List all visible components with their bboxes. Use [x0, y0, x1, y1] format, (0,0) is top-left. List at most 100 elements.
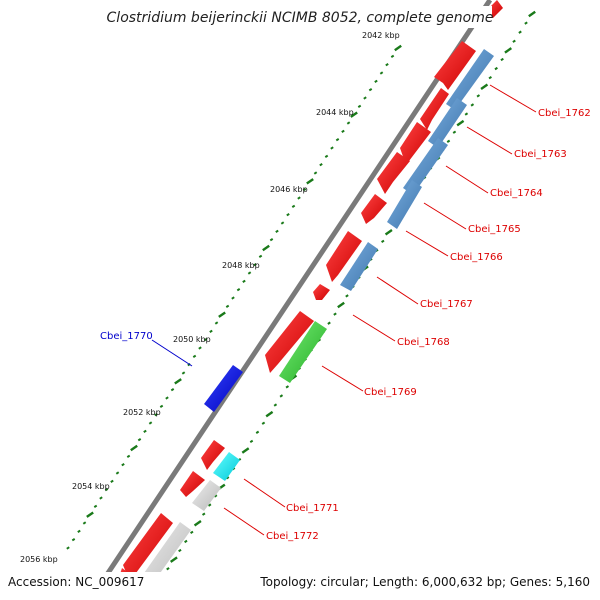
- major-tick: [504, 47, 513, 54]
- minor-tick: [297, 196, 301, 200]
- gene-label-cbei-1769[interactable]: Cbei_1769: [364, 387, 417, 398]
- minor-tick: [379, 71, 384, 75]
- minor-tick: [335, 138, 340, 142]
- minor-tick: [115, 471, 120, 475]
- minor-tick: [452, 130, 457, 134]
- minor-tick: [258, 254, 263, 258]
- gene-label-cbei-1771[interactable]: Cbei_1771: [286, 503, 339, 514]
- minor-tick: [341, 129, 345, 133]
- minor-tick: [269, 238, 274, 242]
- gene-arrow-red[interactable]: [377, 152, 410, 194]
- gene-arrow-red[interactable]: [326, 231, 362, 282]
- minor-tick: [385, 63, 389, 67]
- gene-arrow-red[interactable]: [420, 88, 449, 130]
- major-tick: [394, 44, 402, 52]
- minor-tick: [231, 296, 235, 300]
- minor-tick: [470, 103, 475, 107]
- gene-arrow-red[interactable]: [400, 122, 431, 165]
- minor-tick: [346, 121, 351, 125]
- minor-tick: [214, 321, 219, 325]
- gene-block-cyan[interactable]: [213, 452, 240, 481]
- minor-tick: [148, 421, 153, 425]
- major-tick: [384, 229, 393, 236]
- gene-block-gray[interactable]: [192, 480, 221, 511]
- gene-labels: Cbei_1762 Cbei_1763 Cbei_1764 Cbei_1765 …: [100, 108, 591, 542]
- gene-block-steelblue[interactable]: [428, 98, 467, 148]
- gene-block-blue[interactable]: [204, 365, 243, 412]
- minor-tick: [390, 54, 395, 58]
- minor-tick: [82, 521, 87, 525]
- minor-tick: [327, 321, 331, 325]
- tick-label-2042: 2042 kbp: [362, 31, 400, 40]
- gene-arrow-red[interactable]: [361, 194, 387, 224]
- minor-tick: [286, 213, 290, 217]
- major-tick: [265, 410, 274, 418]
- gene-arrow-red[interactable]: [123, 513, 173, 582]
- gene-label-cbei-1763[interactable]: Cbei_1763: [514, 149, 567, 160]
- minor-tick: [201, 512, 206, 516]
- minor-tick: [512, 39, 516, 43]
- forward-genes: [118, 0, 503, 586]
- genome-backbone: [87, 0, 493, 600]
- major-tick: [262, 244, 270, 252]
- tick-label-2048: 2048 kbp: [222, 261, 260, 270]
- tick-label-2054: 2054 kbp: [72, 482, 110, 491]
- minor-tick: [291, 204, 296, 208]
- minor-tick: [104, 488, 109, 492]
- gene-label-cbei-1767[interactable]: Cbei_1767: [420, 299, 473, 310]
- gene-arrow-red[interactable]: [434, 41, 476, 90]
- gene-block-steelblue[interactable]: [340, 242, 378, 291]
- minor-tick: [249, 439, 254, 444]
- major-tick: [218, 311, 226, 318]
- minor-tick: [159, 404, 164, 408]
- minor-tick: [121, 463, 125, 467]
- major-tick: [174, 378, 182, 385]
- major-tick: [337, 301, 345, 309]
- gene-block-steelblue[interactable]: [387, 180, 422, 229]
- gene-block-steelblue[interactable]: [446, 49, 494, 110]
- gene-label-cbei-1765[interactable]: Cbei_1765: [468, 224, 521, 235]
- minor-tick: [330, 146, 334, 150]
- tick-label-2046: 2046 kbp: [270, 185, 308, 194]
- minor-tick: [99, 496, 103, 500]
- minor-tick: [110, 479, 114, 483]
- gene-label-cbei-1768[interactable]: Cbei_1768: [397, 337, 450, 348]
- scale-labels: 2042 kbp 2044 kbp 2046 kbp 2048 kbp 2050…: [20, 31, 400, 564]
- minor-tick: [255, 430, 260, 434]
- minor-tick: [242, 279, 246, 283]
- gene-arrow-red[interactable]: [265, 311, 314, 373]
- minor-tick: [77, 529, 81, 533]
- minor-tick: [207, 503, 212, 507]
- major-tick: [528, 10, 536, 18]
- gene-arrow-red[interactable]: [201, 440, 225, 470]
- major-tick: [241, 447, 250, 454]
- gene-label-cbei-1770[interactable]: Cbei_1770: [100, 331, 153, 342]
- minor-tick: [488, 76, 492, 80]
- gene-label-cbei-1764[interactable]: Cbei_1764: [490, 188, 543, 199]
- major-tick: [86, 511, 94, 518]
- minor-tick: [279, 394, 284, 398]
- steelblue-genes: [340, 49, 494, 291]
- gene-block-steelblue[interactable]: [403, 138, 448, 195]
- gene-arrow-red[interactable]: [180, 471, 205, 497]
- minor-tick: [524, 21, 528, 25]
- gene-label-cbei-1772[interactable]: Cbei_1772: [266, 531, 319, 542]
- minor-tick: [184, 539, 188, 544]
- tick-label-2052: 2052 kbp: [123, 408, 161, 417]
- major-tick: [169, 556, 178, 563]
- genome-summary-text: Topology: circular; Length: 6,000,632 bp…: [259, 575, 590, 589]
- major-tick: [350, 111, 358, 118]
- page-title: Clostridium beijerinckii NCIMB 8052, com…: [107, 10, 494, 26]
- gene-block-green[interactable]: [279, 321, 327, 383]
- major-tick: [193, 520, 202, 527]
- minor-tick: [313, 171, 318, 175]
- gene-label-cbei-1766[interactable]: Cbei_1766: [450, 252, 503, 263]
- minor-tick: [273, 403, 278, 407]
- minor-tick: [333, 312, 337, 316]
- minor-tick: [319, 163, 323, 167]
- minor-tick: [357, 104, 362, 108]
- gene-label-cbei-1762[interactable]: Cbei_1762: [538, 108, 591, 119]
- minor-tick: [198, 346, 202, 350]
- gene-arrow-red[interactable]: [313, 284, 330, 300]
